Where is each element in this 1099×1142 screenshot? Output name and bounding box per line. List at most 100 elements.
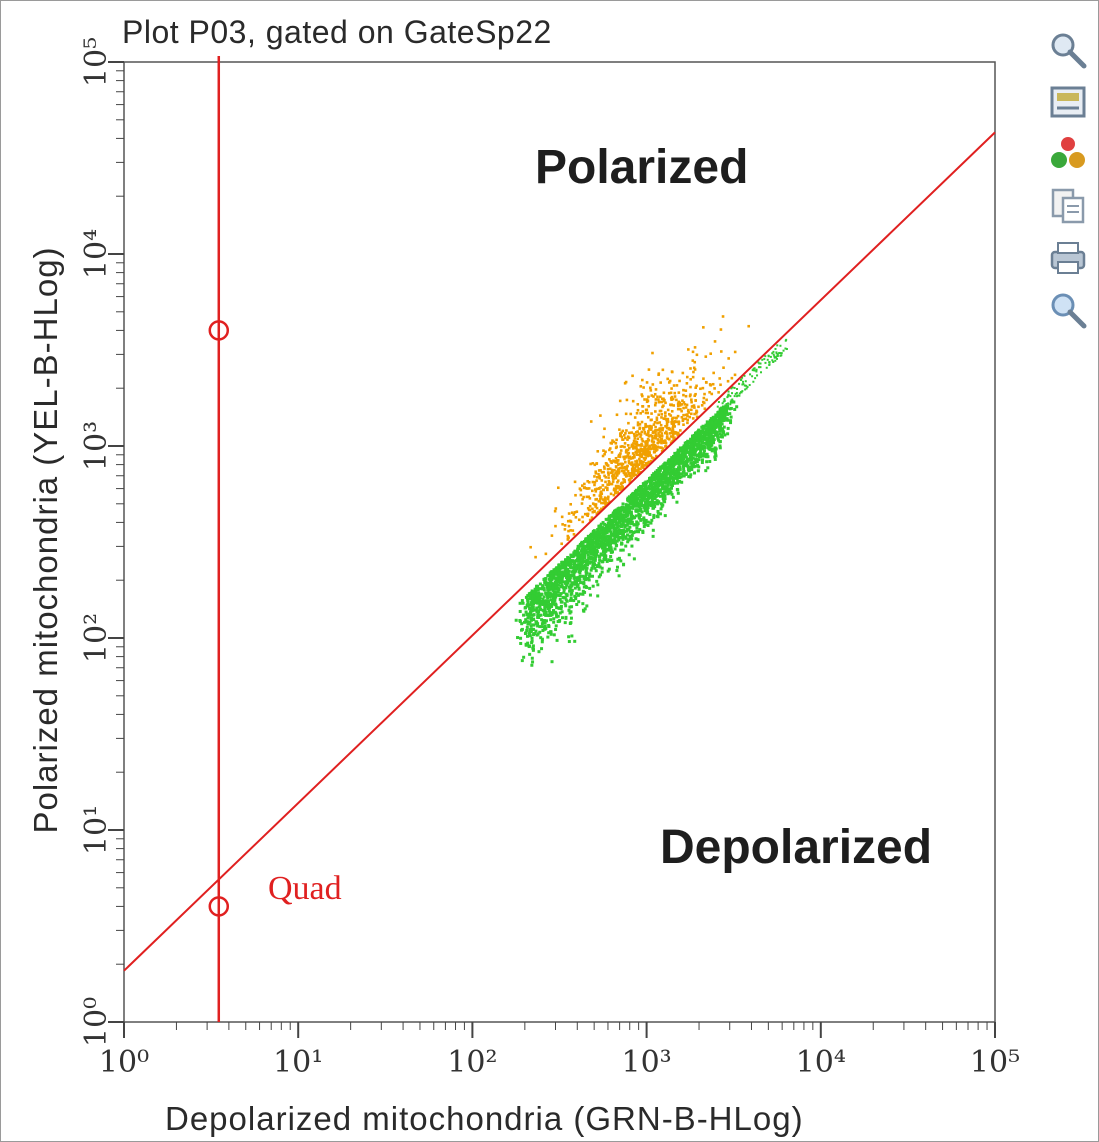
polarized-point: [569, 502, 572, 506]
polarized-point: [645, 398, 649, 401]
depolarized-point: [656, 476, 660, 480]
depolarized-point: [589, 552, 593, 556]
zoom-button[interactable]: [1046, 28, 1090, 72]
depolarized-point: [668, 458, 672, 462]
depolarized-point: [580, 554, 584, 558]
depolarized-point: [576, 557, 580, 561]
depolarized-point: [622, 523, 626, 527]
depolarized-point: [609, 547, 613, 551]
gate-diagonal-line[interactable]: [123, 131, 996, 972]
polarized-point: [635, 453, 639, 456]
depolarized-point: [604, 555, 608, 559]
depolarized-point: [619, 508, 623, 512]
depolarized-point: [531, 605, 535, 609]
polarized-point: [628, 480, 632, 484]
print-button[interactable]: [1046, 236, 1090, 280]
depolarized-point: [670, 484, 674, 488]
depolarized-point: [548, 577, 552, 581]
polarized-point: [636, 423, 640, 427]
depolarized-point: [555, 580, 559, 584]
polarized-point: [640, 437, 644, 441]
depolarized-point: [688, 452, 692, 456]
depolarized-point: [609, 521, 613, 525]
depolarized-point: [544, 619, 548, 623]
depolarized-point: [752, 380, 755, 383]
polarized-point: [621, 445, 624, 448]
depolarized-point: [712, 425, 716, 429]
polarized-point: [733, 350, 737, 354]
image-button[interactable]: [1046, 80, 1090, 124]
depolarized-point: [544, 605, 548, 609]
polarized-point: [639, 462, 642, 465]
gate-handle[interactable]: [208, 320, 230, 341]
polarized-point: [640, 420, 644, 424]
depolarized-point: [552, 609, 556, 613]
polarized-point: [635, 431, 638, 434]
depolarized-point: [624, 509, 628, 513]
depolarized-point: [526, 602, 530, 606]
depolarized-point: [584, 548, 588, 552]
magnifier-button[interactable]: [1046, 288, 1090, 332]
depolarized-point: [609, 542, 613, 546]
depolarized-point: [558, 577, 562, 581]
depolarized-point: [608, 544, 612, 548]
depolarized-point: [568, 556, 572, 560]
depolarized-point: [681, 456, 685, 460]
depolarized-point: [570, 588, 574, 592]
polarized-point: [637, 470, 640, 474]
population-button[interactable]: [1046, 132, 1090, 176]
depolarized-point: [710, 421, 714, 425]
depolarized-point: [676, 461, 680, 465]
polarized-point: [614, 441, 618, 445]
depolarized-point: [680, 460, 684, 464]
depolarized-point: [564, 604, 568, 608]
gate-handle[interactable]: [208, 896, 230, 917]
polarized-point: [599, 414, 602, 417]
polarized-point: [594, 498, 597, 501]
polarized-point: [597, 499, 601, 503]
polarized-point: [618, 428, 621, 431]
polarized-point: [654, 436, 658, 440]
polarized-point: [670, 431, 673, 435]
polarized-point: [587, 508, 591, 512]
depolarized-point: [658, 468, 662, 472]
depolarized-point: [553, 580, 557, 584]
depolarized-point: [771, 352, 774, 355]
depolarized-point: [662, 498, 666, 502]
polarized-point: [685, 382, 689, 385]
depolarized-point: [588, 593, 592, 597]
depolarized-point: [623, 530, 627, 534]
depolarized-point: [653, 492, 657, 496]
polarized-point: [573, 480, 577, 484]
depolarized-point: [551, 582, 555, 586]
quadrant-gate[interactable]: [123, 56, 996, 1022]
depolarized-point: [554, 576, 558, 580]
polarized-point: [664, 439, 667, 442]
depolarized-point: [588, 572, 592, 576]
polarized-point: [676, 431, 680, 435]
depolarized-point: [686, 445, 690, 449]
depolarized-point: [524, 643, 528, 647]
depolarized-point: [720, 411, 723, 414]
polarized-point: [683, 403, 687, 406]
polarized-point: [598, 474, 601, 478]
copy-button[interactable]: [1046, 184, 1090, 228]
polarized-point: [637, 471, 640, 475]
depolarized-point: [551, 572, 555, 576]
depolarized-point: [565, 593, 569, 597]
depolarized-point: [642, 516, 646, 520]
polarized-point: [615, 491, 618, 495]
depolarized-point: [519, 636, 523, 640]
polarized-point: [639, 435, 642, 438]
depolarized-point: [678, 461, 682, 465]
depolarized-point: [581, 551, 585, 555]
polarized-point: [697, 405, 700, 409]
depolarized-point: [643, 494, 647, 498]
depolarized-point: [548, 581, 552, 585]
depolarized-point: [705, 452, 709, 456]
polarized-point: [626, 469, 630, 473]
polarized-point: [674, 431, 677, 434]
depolarized-point: [646, 505, 650, 509]
depolarized-point: [667, 487, 671, 491]
